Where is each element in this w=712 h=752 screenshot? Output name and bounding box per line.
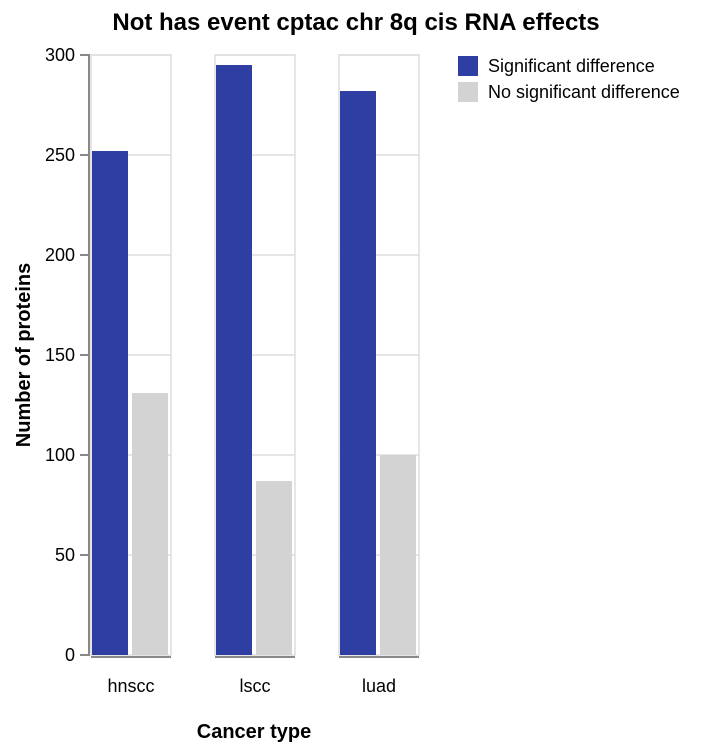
legend-label: Significant difference	[488, 56, 655, 76]
bar-lscc-1	[256, 481, 292, 655]
legend-label: No significant difference	[488, 82, 680, 102]
legend-swatch	[458, 82, 478, 102]
x-axis-label: Cancer type	[197, 721, 312, 743]
y-axis-label: Number of proteins	[13, 263, 35, 447]
panel-hnscc: hnscc	[90, 54, 172, 696]
x-category-label: hnscc	[107, 676, 154, 696]
legend-item: No significant difference	[458, 82, 680, 102]
bar-luad-0	[340, 91, 376, 655]
legend: Significant difference No significant dif…	[458, 56, 680, 102]
y-tick-label: 250	[45, 145, 75, 165]
x-category-label: lscc	[240, 676, 271, 696]
bar-hnscc-1	[132, 393, 168, 655]
y-tick-label: 200	[45, 245, 75, 265]
legend-swatch	[458, 56, 478, 76]
panel-luad: luad	[338, 54, 420, 696]
bar-lscc-0	[216, 65, 252, 655]
chart-title: Not has event cptac chr 8q cis RNA effec…	[112, 9, 599, 36]
y-tick-label: 100	[45, 445, 75, 465]
panel-frame	[214, 54, 296, 656]
x-category-label: luad	[362, 676, 396, 696]
legend-item: Significant difference	[458, 56, 655, 76]
panel-frame	[90, 54, 172, 656]
panel-lscc: lscc	[214, 54, 296, 696]
panel-frame	[338, 54, 420, 656]
bar-hnscc-0	[92, 151, 128, 655]
y-tick-label: 50	[55, 545, 75, 565]
plot-area: 0 50 100 150 200 250 300 hnscc lscc luad	[45, 45, 420, 696]
y-tick-label: 150	[45, 345, 75, 365]
y-tick-label: 0	[65, 645, 75, 665]
bar-luad-1	[380, 455, 416, 655]
y-tick-label: 300	[45, 45, 75, 65]
